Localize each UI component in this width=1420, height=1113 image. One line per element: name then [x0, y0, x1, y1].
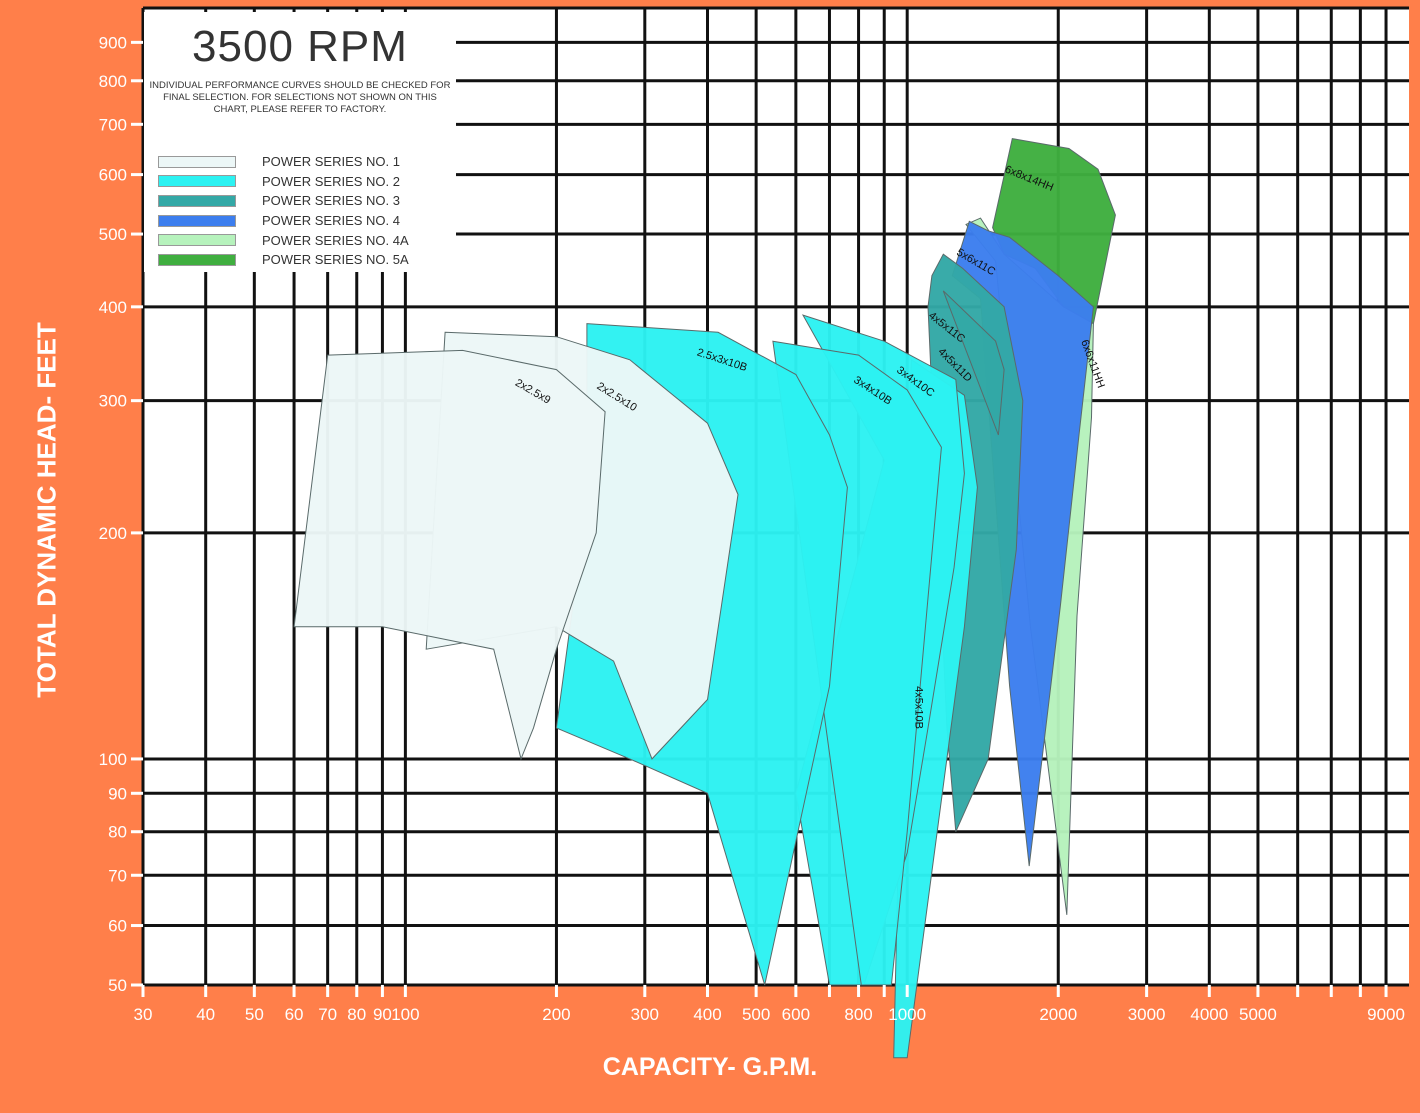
pump-curve-label: 4x5x10B [913, 686, 925, 729]
legend: 3500 RPM INDIVIDUAL PERFORMANCE CURVES S… [144, 12, 456, 272]
x-tick-label: 40 [196, 1005, 215, 1024]
x-tick-label: 30 [134, 1005, 153, 1024]
x-tick-label: 70 [318, 1005, 337, 1024]
pump-curves: 6x6x11HH6x8x14HH5x6x11C4x5x11C4x5x11D4x5… [293, 138, 1116, 1059]
x-tick-label: 5000 [1239, 1005, 1277, 1024]
x-tick-label: 600 [782, 1005, 810, 1024]
y-tick-label: 80 [108, 823, 127, 842]
legend-label: POWER SERIES NO. 5A [262, 252, 409, 268]
x-tick-label: 1000 [888, 1005, 926, 1024]
pump-curve-area [293, 349, 606, 761]
legend-swatch [158, 155, 236, 168]
x-tick-label: 100 [391, 1005, 419, 1024]
x-tick-label: 200 [542, 1005, 570, 1024]
x-tick-label: 3000 [1128, 1005, 1166, 1024]
x-tick-label: 400 [693, 1005, 721, 1024]
y-tick-label: 60 [108, 917, 127, 936]
x-tick-label: 4000 [1190, 1005, 1228, 1024]
x-tick-label: 800 [844, 1005, 872, 1024]
legend-swatch [158, 175, 236, 188]
y-tick-label: 900 [99, 33, 127, 52]
x-tick-label: 60 [285, 1005, 304, 1024]
pump-curve-area [942, 290, 1005, 436]
legend-item: POWER SERIES NO. 4 [158, 211, 448, 231]
y-axis-title: TOTAL DYNAMIC HEAD- FEET [31, 322, 62, 698]
legend-label: POWER SERIES NO. 4 [262, 213, 400, 229]
chart-title: 3500 RPM [192, 22, 408, 71]
x-axis-title: CAPACITY- G.P.M. [602, 1053, 818, 1081]
legend-item: POWER SERIES NO. 5A [158, 250, 448, 270]
y-tick-label: 50 [108, 976, 127, 995]
legend-item: POWER SERIES NO. 1 [158, 152, 448, 172]
x-tick-label: 9000 [1367, 1005, 1405, 1024]
legend-swatch [158, 194, 236, 207]
selection-note: INDIVIDUAL PERFORMANCE CURVES SHOULD BE … [149, 80, 451, 115]
legend-swatch [158, 214, 236, 227]
y-tick-label: 800 [99, 72, 127, 91]
y-tick-label: 500 [99, 225, 127, 244]
legend-item: POWER SERIES NO. 3 [158, 191, 448, 211]
x-tick-label: 90 [373, 1005, 392, 1024]
y-tick-label: 70 [108, 866, 127, 885]
legend-label: POWER SERIES NO. 4A [262, 232, 409, 248]
y-tick-label: 300 [99, 392, 127, 411]
x-tick-label: 300 [631, 1005, 659, 1024]
x-tick-label: 500 [742, 1005, 770, 1024]
y-tick-label: 90 [108, 784, 127, 803]
legend-item: POWER SERIES NO. 2 [158, 172, 448, 192]
x-tick-label: 50 [245, 1005, 264, 1024]
y-tick-label: 200 [99, 524, 127, 543]
x-tick-label: 80 [347, 1005, 366, 1024]
y-tick-label: 700 [99, 115, 127, 134]
legend-swatch [158, 253, 236, 266]
legend-label: POWER SERIES NO. 2 [262, 173, 400, 189]
y-tick-label: 400 [99, 298, 127, 317]
legend-swatch [158, 234, 236, 247]
legend-item: POWER SERIES NO. 4A [158, 230, 448, 250]
y-tick-label: 100 [99, 750, 127, 769]
legend-label: POWER SERIES NO. 3 [262, 193, 400, 209]
y-tick-label: 600 [99, 166, 127, 185]
legend-label: POWER SERIES NO. 1 [262, 154, 400, 170]
legend-items: POWER SERIES NO. 1 POWER SERIES NO. 2 POWE… [158, 152, 448, 270]
x-tick-label: 2000 [1039, 1005, 1077, 1024]
